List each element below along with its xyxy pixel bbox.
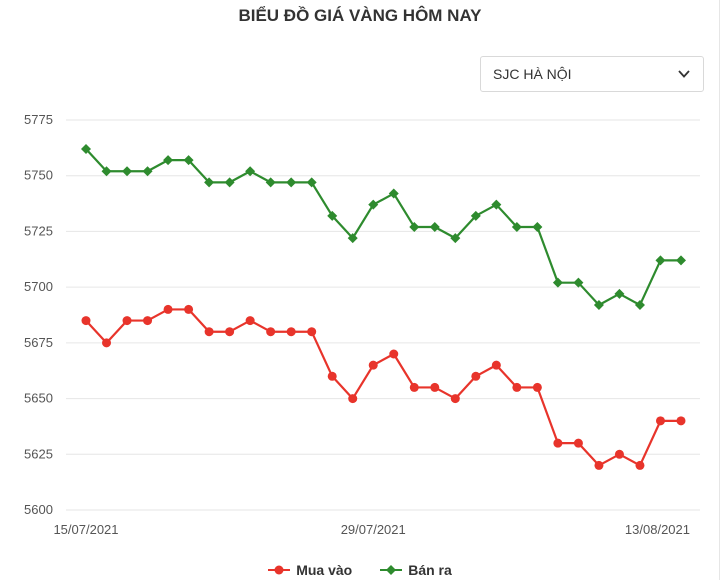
data-point-sell [511, 221, 522, 232]
data-point-buy [348, 394, 358, 404]
data-point-sell [573, 277, 584, 288]
data-point-buy [471, 371, 481, 381]
data-point-buy [512, 382, 522, 392]
data-point-buy [614, 449, 624, 459]
data-point-sell [163, 155, 174, 166]
data-point-sell [429, 221, 440, 232]
data-point-buy [245, 316, 255, 326]
y-tick-label: 5700 [24, 279, 53, 294]
y-tick-label: 5600 [24, 502, 53, 517]
data-point-sell [204, 177, 215, 188]
data-point-buy [266, 327, 276, 337]
data-point-buy [430, 382, 440, 392]
legend-item-buy[interactable]: Mua vào [268, 560, 352, 580]
location-select[interactable]: SJC HÀ NỘI [480, 56, 704, 92]
data-point-sell [593, 299, 604, 310]
legend-sell-marker [380, 565, 403, 575]
data-point-sell [347, 233, 358, 244]
data-point-buy [204, 327, 214, 337]
location-select-value: SJC HÀ NỘI [493, 66, 572, 82]
data-point-sell [409, 221, 420, 232]
data-point-sell [368, 199, 379, 210]
data-point-sell [306, 177, 317, 188]
data-point-sell [245, 166, 256, 177]
chart-title: BIỂU ĐỒ GIÁ VÀNG HÔM NAY [238, 6, 482, 25]
y-tick-label: 5625 [24, 446, 53, 461]
data-point-buy [327, 371, 337, 381]
data-point-buy [491, 360, 501, 370]
data-point-buy [143, 316, 153, 326]
data-point-sell [614, 288, 625, 299]
series-line-sell [85, 148, 681, 307]
y-tick-label: 5675 [24, 335, 53, 350]
data-point-sell [81, 143, 91, 154]
data-point-sell [327, 210, 338, 221]
series-line-buy [85, 308, 681, 467]
data-point-sell [101, 166, 112, 177]
data-point-buy [450, 394, 460, 404]
data-point-buy [594, 460, 604, 470]
data-point-buy [81, 316, 91, 326]
data-point-buy [532, 382, 542, 392]
legend: Mua vào Bán ra [0, 560, 720, 580]
data-point-sell [634, 299, 645, 310]
data-point-buy [635, 460, 645, 470]
data-point-buy [573, 438, 583, 448]
y-tick-label: 5725 [24, 223, 53, 238]
data-point-sell [224, 177, 235, 188]
x-tick-label: 13/08/2021 [625, 522, 690, 537]
y-tick-label: 5775 [24, 112, 53, 127]
data-point-sell [450, 233, 461, 244]
data-point-buy [102, 338, 112, 348]
data-point-sell [122, 166, 133, 177]
data-point-buy [409, 382, 419, 392]
data-point-sell [470, 210, 481, 221]
x-tick-label: 29/07/2021 [341, 522, 406, 537]
data-point-sell [676, 255, 686, 266]
data-point-buy [225, 327, 235, 337]
data-point-sell [655, 255, 666, 266]
legend-sell-label: Bán ra [408, 562, 452, 578]
legend-buy-marker [268, 565, 291, 575]
x-tick-label: 15/07/2021 [53, 522, 118, 537]
data-point-buy [163, 304, 173, 314]
data-point-sell [388, 188, 399, 199]
chevron-down-icon [678, 70, 690, 78]
data-point-sell [491, 199, 502, 210]
data-point-buy [368, 360, 378, 370]
data-point-buy [676, 416, 686, 426]
data-point-sell [286, 177, 297, 188]
y-tick-label: 5650 [24, 391, 53, 406]
data-point-sell [142, 166, 153, 177]
data-point-sell [552, 277, 563, 288]
data-point-sell [265, 177, 276, 188]
data-point-buy [286, 327, 296, 337]
data-point-sell [532, 221, 543, 232]
data-point-buy [307, 327, 317, 337]
legend-item-sell[interactable]: Bán ra [380, 560, 452, 580]
data-point-buy [184, 304, 194, 314]
data-point-buy [389, 349, 399, 359]
legend-buy-label: Mua vào [296, 562, 353, 578]
data-point-buy [553, 438, 563, 448]
data-point-buy [122, 316, 132, 326]
y-tick-label: 5750 [24, 168, 53, 183]
line-chart: 5600 5625 5650 5675 5700 5725 5750 5775 15/07/20… [24, 112, 700, 537]
data-point-sell [183, 155, 194, 166]
data-point-buy [655, 416, 665, 426]
